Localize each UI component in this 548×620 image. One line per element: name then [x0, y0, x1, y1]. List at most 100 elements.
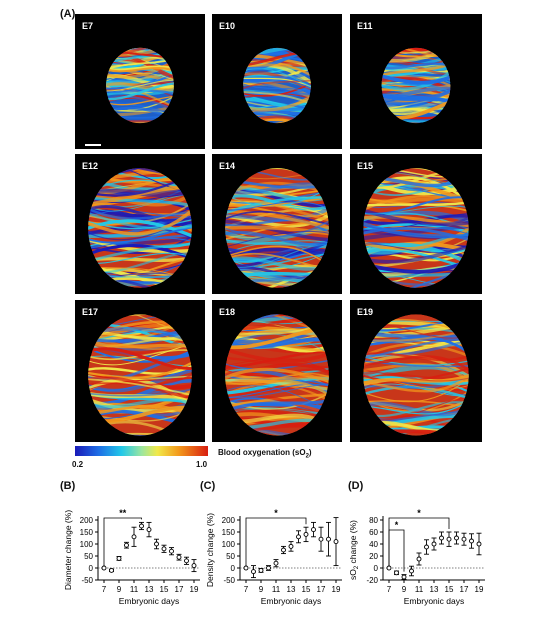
density-data-point	[251, 569, 256, 575]
colorbar-label: Blood oxygenation (sO2)	[218, 448, 312, 460]
so2-x-tick-label: 19	[475, 585, 484, 594]
so2-x-tick-label: 9	[402, 585, 407, 594]
density-y-tick-label: 100	[222, 540, 236, 549]
so2-x-tick-label: 15	[445, 585, 454, 594]
so2-data-point	[431, 541, 437, 547]
so2-significance-label: *	[417, 508, 421, 518]
diameter-data-point	[109, 567, 114, 573]
so2-y-label: sO2 change (%)	[348, 520, 360, 580]
tile-label: E14	[219, 161, 236, 171]
so2-significance-bracket	[388, 517, 450, 566]
diameter-y-tick-label: 50	[84, 552, 93, 561]
tile-label: E7	[82, 21, 94, 31]
tile-e19: E19	[350, 300, 482, 442]
diameter-data-point	[146, 527, 152, 533]
density-data-point	[318, 536, 324, 542]
tile-label: E11	[357, 21, 373, 31]
diameter-data-point	[191, 563, 197, 569]
vessel-image	[106, 47, 174, 124]
density-y-tick-label: 50	[226, 552, 235, 561]
so2-y-tick-label: 0	[374, 564, 379, 573]
so2-data-point	[409, 568, 414, 574]
density-y-label: Density change (%)	[205, 513, 215, 587]
so2-y-tick-label: -20	[366, 576, 378, 585]
diameter-y-tick-label: -50	[81, 576, 93, 585]
so2-data-point	[416, 556, 422, 562]
vessel-image	[243, 47, 311, 124]
colorbar	[75, 446, 208, 456]
diameter-chart: -50 0 50 100 150 200 7 9 11 13 15 17 19 Embryonic day…	[63, 508, 200, 606]
tile-e18: E18	[212, 300, 342, 442]
so2-significance-bracket	[388, 529, 405, 572]
so2-data-point	[394, 570, 399, 576]
vessel-image	[381, 47, 451, 124]
scale-bar	[85, 144, 101, 146]
tile-label: E15	[357, 161, 374, 171]
diameter-data-point	[131, 534, 137, 540]
density-x-tick-label: 13	[287, 585, 296, 594]
so2-y-tick-label: 40	[369, 540, 378, 549]
vessel-image	[225, 314, 329, 436]
diameter-x-tick-label: 13	[145, 585, 154, 594]
diameter-y-label: Diameter change (%)	[63, 510, 73, 590]
so2-chart: -20 0 20 40 60 80 7 9 11 13 15 17 19 Embryonic days sO…	[348, 508, 485, 606]
diameter-y-tick-label: 150	[80, 528, 94, 537]
tile-e11: E11	[350, 14, 482, 149]
vessel-image	[363, 314, 469, 436]
density-data-point	[288, 543, 294, 549]
density-x-tick-label: 15	[302, 585, 311, 594]
density-data-point	[326, 536, 331, 542]
density-x-tick-label: 11	[272, 585, 281, 594]
diameter-data-point	[124, 542, 129, 548]
density-chart: -50 0 50 100 150 200 7 9 11 13 15 17 19 Embryonic day…	[205, 508, 342, 606]
diameter-data-point	[116, 555, 122, 561]
diameter-x-tick-label: 9	[117, 585, 122, 594]
so2-data-point	[386, 565, 392, 571]
diameter-significance-bracket	[103, 517, 142, 566]
so2-data-point	[439, 535, 444, 541]
density-significance-bracket	[245, 517, 307, 566]
density-x-tick-label: 19	[332, 585, 341, 594]
density-x-tick-label: 17	[317, 585, 326, 594]
so2-y-tick-label: 20	[369, 552, 378, 561]
tile-label: E17	[82, 307, 99, 317]
density-x-tick-label: 9	[259, 585, 264, 594]
so2-x-tick-label: 11	[415, 585, 424, 594]
diameter-y-tick-label: 0	[89, 564, 94, 573]
so2-data-point	[454, 535, 459, 541]
diameter-x-label: Embryonic days	[119, 596, 179, 606]
density-data-point	[273, 560, 279, 566]
so2-x-tick-label: 17	[460, 585, 469, 594]
density-y-tick-label: 0	[231, 564, 236, 573]
diameter-data-point	[184, 558, 189, 564]
density-data-point	[333, 539, 339, 545]
density-data-point	[303, 531, 309, 537]
diameter-x-tick-label: 17	[175, 585, 184, 594]
diameter-significance-label: **	[119, 508, 127, 518]
diameter-x-tick-label: 19	[190, 585, 199, 594]
so2-data-point	[469, 538, 474, 544]
vessel-image	[225, 168, 329, 288]
density-y-tick-label: 200	[222, 516, 236, 525]
density-data-point	[281, 547, 286, 553]
diameter-data-point	[101, 565, 107, 571]
density-y-tick-label: 150	[222, 528, 236, 537]
so2-x-label: Embryonic days	[404, 596, 464, 606]
diameter-data-point	[161, 546, 167, 552]
density-y-tick-label: -50	[223, 576, 235, 585]
vessel-image	[363, 168, 469, 288]
diameter-x-tick-label: 15	[160, 585, 169, 594]
colorbar-label-main: Blood oxygenation (sO	[218, 448, 306, 457]
so2-data-point	[446, 536, 452, 542]
so2-y-tick-label: 80	[369, 516, 378, 525]
density-data-point	[243, 565, 249, 571]
diameter-data-point	[176, 554, 182, 560]
colorbar-min: 0.2	[72, 460, 84, 469]
so2-y-tick-label: 60	[369, 528, 378, 537]
density-data-point	[296, 534, 301, 540]
diameter-y-tick-label: 100	[80, 540, 94, 549]
density-significance-label: *	[274, 508, 278, 518]
density-data-point	[266, 565, 271, 571]
so2-significance-label: *	[395, 520, 399, 530]
tile-label: E12	[82, 161, 99, 171]
